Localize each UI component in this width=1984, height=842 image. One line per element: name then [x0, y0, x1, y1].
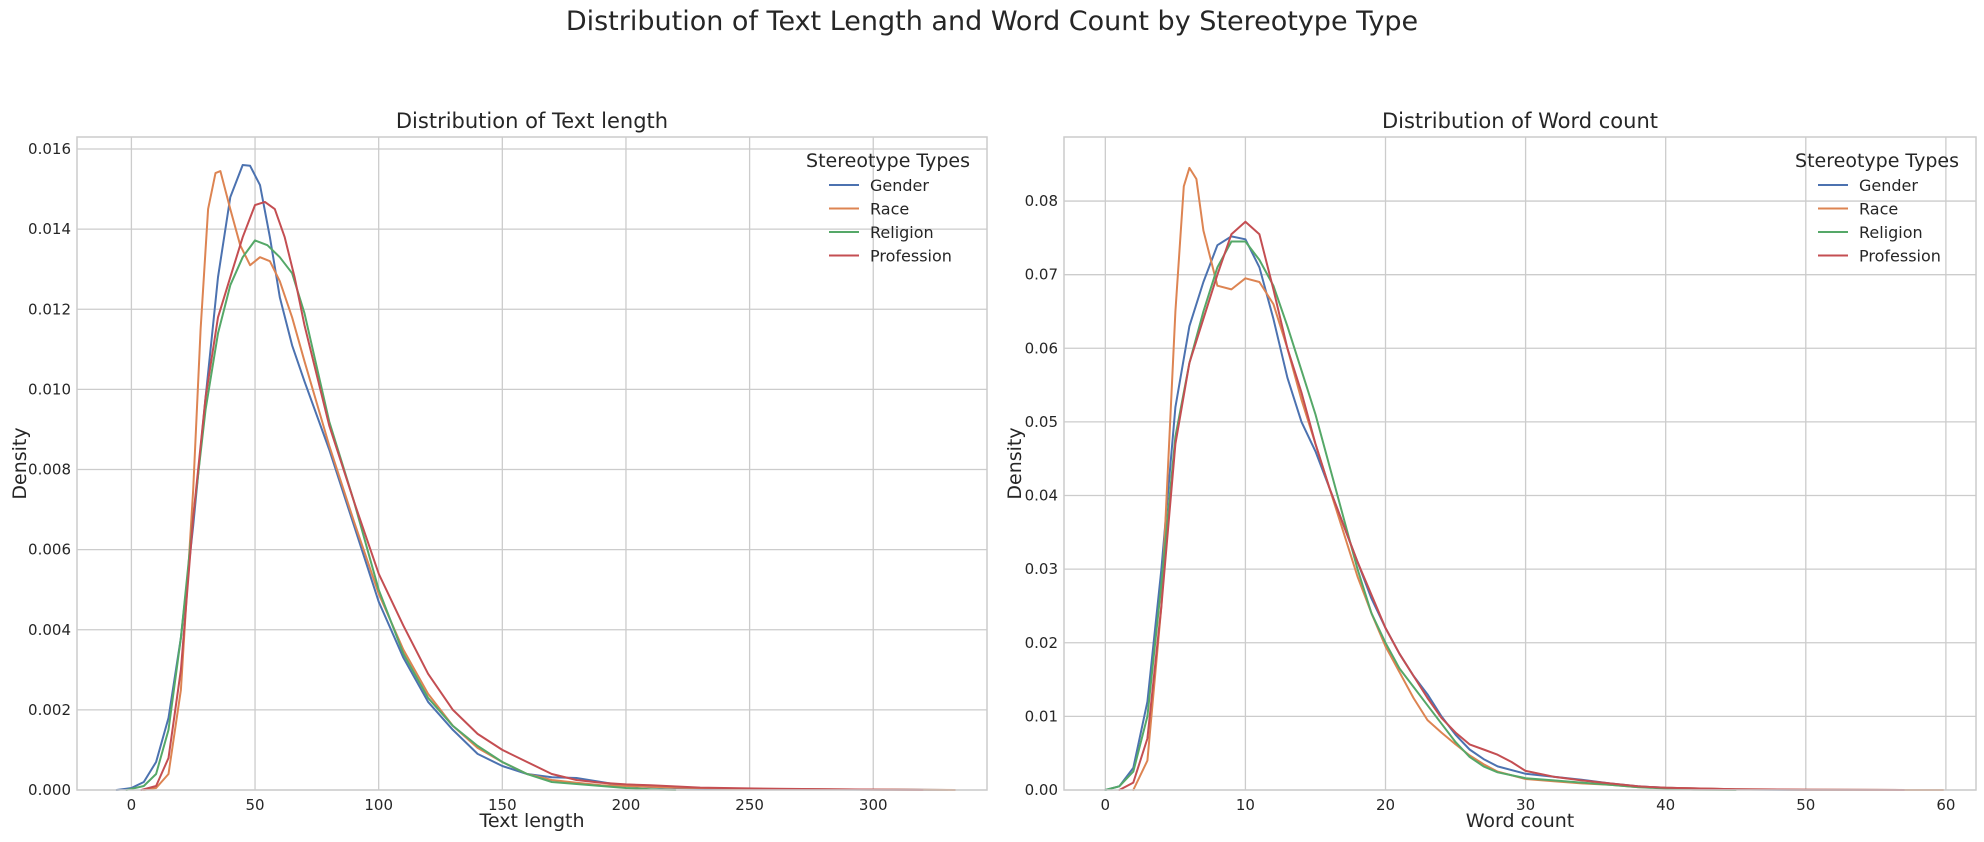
x-axis-label: Word count — [1466, 810, 1574, 832]
y-tick-label: 0.012 — [28, 300, 71, 318]
y-tick-label: 0.07 — [1025, 266, 1058, 284]
y-tick-label: 0.004 — [28, 621, 71, 639]
y-axis-label: Density — [9, 427, 31, 499]
legend-label: Religion — [1859, 223, 1923, 242]
x-tick-label: 10 — [1236, 796, 1255, 814]
y-tick-label: 0.000 — [28, 781, 71, 799]
y-tick-label: 0.008 — [28, 461, 71, 479]
y-tick-label: 0.00 — [1025, 781, 1058, 799]
series-line-gender — [1104, 235, 1919, 791]
x-axis-label: Text length — [478, 810, 584, 832]
legend-label: Profession — [870, 247, 952, 266]
series-line-profession — [1118, 220, 1905, 791]
y-axis-label: Density — [1004, 427, 1026, 499]
chart-title: Distribution of Text length — [396, 109, 668, 133]
y-tick-label: 0.06 — [1025, 339, 1058, 357]
legend-label: Religion — [870, 223, 934, 242]
chart-title: Distribution of Word count — [1382, 109, 1658, 133]
x-tick-label: 50 — [1796, 796, 1815, 814]
x-tick-label: 40 — [1656, 796, 1675, 814]
legend-label: Gender — [870, 176, 929, 195]
y-tick-label: 0.03 — [1025, 560, 1058, 578]
legend-title: Stereotype Types — [806, 150, 970, 172]
y-tick-label: 0.010 — [28, 380, 71, 398]
y-tick-label: 0.014 — [28, 220, 71, 238]
y-tick-label: 0.08 — [1025, 192, 1058, 210]
plot-frame — [76, 136, 988, 791]
x-tick-label: 20 — [1376, 796, 1395, 814]
series-line-race — [142, 170, 956, 791]
x-tick-label: 60 — [1936, 796, 1955, 814]
legend-label: Race — [1859, 200, 1898, 219]
y-tick-label: 0.006 — [28, 541, 71, 559]
y-tick-label: 0.01 — [1025, 707, 1058, 725]
y-tick-label: 0.05 — [1025, 413, 1058, 431]
figure-title: Distribution of Text Length and Word Cou… — [566, 6, 1418, 37]
legend: Stereotype Types Gender Race Religion Profes… — [806, 150, 970, 266]
series-line-profession — [140, 200, 924, 791]
legend: Stereotype Types Gender Race Religion Profes… — [1795, 150, 1959, 266]
x-tick-label: 150 — [488, 796, 517, 814]
word-count-chart: 0 10 20 30 40 50 60 0.00 0.01 0.02 0.03 0.04 0.05 0.0… — [1004, 109, 1977, 832]
text-length-chart: 0 50 100 150 200 250 300 0.000 0.002 0.004 0.006 0.… — [9, 109, 988, 832]
y-tick-label: 0.016 — [28, 140, 71, 158]
legend-label: Profession — [1859, 247, 1941, 266]
y-tick-label: 0.04 — [1025, 487, 1058, 505]
legend-title: Stereotype Types — [1795, 150, 1959, 172]
series-line-religion — [125, 239, 677, 791]
plot-frame — [1063, 136, 1977, 791]
legend-label: Gender — [1859, 176, 1918, 195]
x-tick-label: 100 — [364, 796, 393, 814]
x-tick-label: 300 — [859, 796, 888, 814]
x-tick-label: 30 — [1516, 796, 1535, 814]
x-tick-label: 200 — [612, 796, 641, 814]
x-tick-label: 250 — [735, 796, 764, 814]
legend-label: Race — [870, 200, 909, 219]
x-tick-label: 0 — [1101, 796, 1111, 814]
x-tick-label: 0 — [127, 796, 137, 814]
series-line-race — [1132, 166, 1945, 791]
y-tick-label: 0.02 — [1025, 634, 1058, 652]
x-tick-label: 50 — [245, 796, 264, 814]
y-tick-label: 0.002 — [28, 701, 71, 719]
